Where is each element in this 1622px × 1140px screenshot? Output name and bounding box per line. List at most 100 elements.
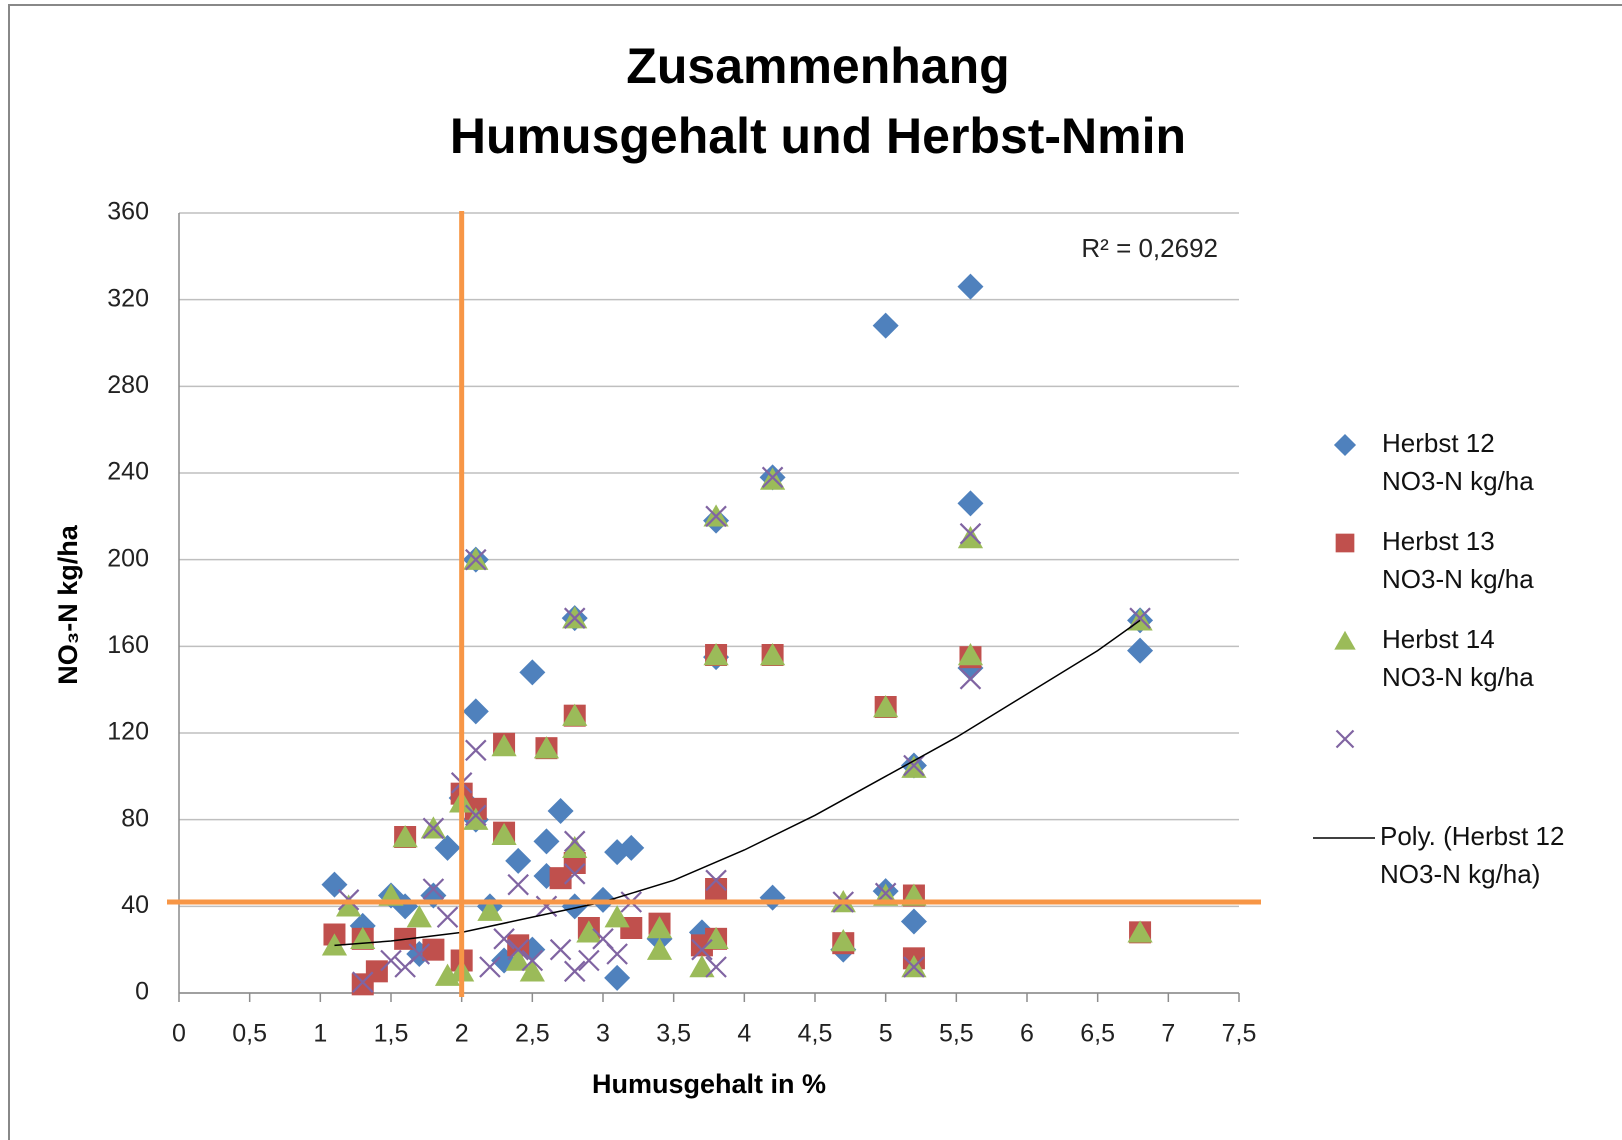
- point: [646, 937, 673, 960]
- point: [463, 807, 489, 830]
- x-tick-label: 6,5: [1080, 1020, 1115, 1048]
- point: [563, 960, 586, 983]
- point: [562, 703, 588, 726]
- point: [505, 847, 532, 874]
- legend-label-box: Herbst 13 NO3-N kg/ha: [1382, 526, 1534, 594]
- x-tick-label: 0,5: [232, 1020, 267, 1048]
- y-tick-label: 0: [135, 978, 149, 1006]
- chart-title: Humusgehalt und Herbst-Nmin: [450, 108, 1186, 164]
- point: [691, 938, 713, 961]
- x-tick-label: 6: [1020, 1020, 1034, 1048]
- legend-marker: [1335, 533, 1355, 553]
- point: [365, 960, 388, 983]
- point: [903, 754, 925, 777]
- point: [392, 825, 418, 848]
- point: [604, 964, 631, 991]
- point: [873, 695, 899, 718]
- x-tick-label: 4,5: [798, 1020, 833, 1048]
- point: [479, 956, 501, 978]
- x-tick-label: 2: [455, 1020, 469, 1048]
- point: [422, 938, 445, 961]
- point: [830, 929, 856, 952]
- y-axis-label: NO₃-N kg/ha: [53, 524, 83, 684]
- point: [436, 906, 459, 928]
- r-squared: R² = 0,2692: [1081, 233, 1218, 263]
- point: [406, 905, 432, 928]
- y-tick-label: 360: [107, 198, 149, 226]
- point: [465, 548, 487, 571]
- y-tick-label: 120: [107, 718, 149, 746]
- point: [563, 863, 586, 885]
- point: [408, 943, 431, 965]
- point: [549, 938, 572, 961]
- point: [903, 956, 925, 978]
- chart-title: Zusammenhang: [626, 38, 1009, 94]
- point: [1127, 920, 1153, 943]
- legend-label: Herbst 13 NO3-N kg/ha: [1382, 526, 1534, 594]
- y-tick-label: 320: [107, 284, 149, 312]
- point: [618, 834, 645, 861]
- x-tick-label: 5: [879, 1020, 893, 1048]
- point: [562, 835, 588, 859]
- point: [533, 828, 560, 855]
- point: [380, 949, 402, 972]
- legend-label: Poly. (Herbst 12 NO3-N kg/ha): [1380, 821, 1565, 889]
- point: [519, 659, 546, 686]
- y-tick-label: 80: [121, 804, 149, 832]
- point: [703, 643, 729, 666]
- legend-marker: [1335, 729, 1355, 749]
- y-tick-label: 200: [107, 544, 149, 572]
- point: [422, 878, 445, 900]
- x-tick-label: 5,5: [939, 1020, 974, 1048]
- legend-marker: [1334, 630, 1356, 650]
- x-axis-label: Humusgehalt in %: [592, 1069, 826, 1099]
- point: [563, 830, 586, 853]
- point: [761, 466, 784, 489]
- x-tick-label: 7: [1161, 1020, 1175, 1048]
- point: [521, 949, 544, 972]
- y-tick-label: 240: [107, 458, 149, 486]
- point: [578, 949, 600, 972]
- x-tick-label: 7,5: [1222, 1020, 1257, 1048]
- point: [533, 736, 560, 759]
- point: [422, 817, 445, 840]
- point: [507, 873, 529, 896]
- point: [434, 834, 461, 861]
- point: [462, 698, 489, 725]
- point: [957, 526, 984, 549]
- x-tick-label: 0: [172, 1020, 186, 1048]
- point: [606, 943, 628, 965]
- x-tick-label: 1: [313, 1020, 327, 1048]
- point: [705, 505, 727, 528]
- legend-label: Herbst 12 NO3-N kg/ha: [1382, 428, 1534, 496]
- point: [321, 933, 348, 956]
- y-tick-label: 280: [107, 371, 149, 399]
- point: [705, 869, 727, 892]
- point: [493, 928, 515, 950]
- point: [1127, 637, 1154, 664]
- point: [465, 804, 487, 827]
- x-tick-label: 3,5: [656, 1020, 691, 1048]
- point: [703, 926, 729, 950]
- point: [957, 490, 984, 517]
- point: [505, 948, 531, 971]
- point: [705, 878, 728, 900]
- point: [760, 643, 786, 666]
- point: [604, 905, 630, 928]
- point: [957, 273, 984, 300]
- x-tick-label: 2,5: [515, 1020, 550, 1048]
- point: [959, 668, 982, 690]
- point: [477, 898, 503, 921]
- point: [900, 908, 927, 935]
- point: [646, 916, 673, 939]
- point: [959, 522, 982, 545]
- legend-label-box: Poly. (Herbst 12 NO3-N kg/ha): [1380, 821, 1565, 889]
- point: [336, 894, 362, 917]
- point: [351, 971, 374, 993]
- y-tick-label: 160: [107, 631, 149, 659]
- point: [507, 938, 529, 961]
- chart-frame: [8, 4, 1622, 1140]
- legend-marker: [1333, 433, 1357, 457]
- point: [547, 798, 574, 824]
